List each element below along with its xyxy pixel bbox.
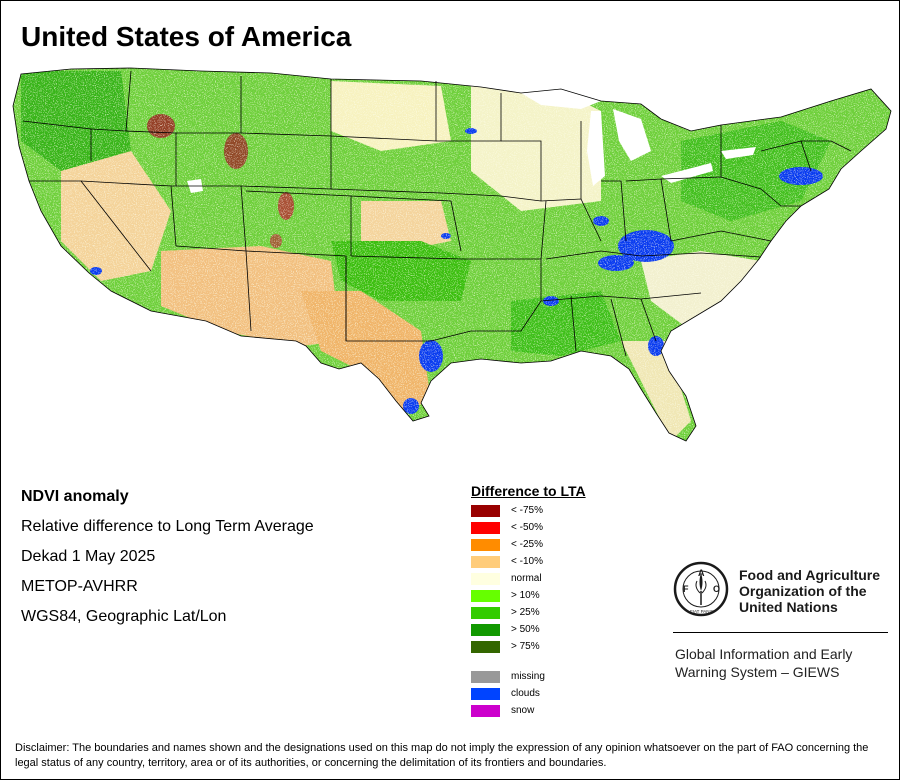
legend-swatch <box>471 522 500 534</box>
legend-title: Difference to LTA <box>471 483 586 499</box>
state-boundaries <box>12 67 892 442</box>
map-raster <box>13 68 891 441</box>
giews-line-1: Global Information and Early <box>675 646 853 662</box>
projection-label: WGS84, Geographic Lat/Lon <box>21 608 227 625</box>
fao-divider <box>673 632 888 633</box>
period-label: Dekad 1 May 2025 <box>21 548 156 565</box>
fao-logo-letter: F <box>683 584 689 594</box>
legend-swatch <box>471 505 500 517</box>
fao-name-line-2: Organization of the <box>739 583 867 599</box>
giews-system-name: Global Information and Early Warning Sys… <box>675 645 890 681</box>
fao-logo-letter: O <box>713 584 720 594</box>
map-legend: Difference to LTA < -75% < -50% < -25% < -1… <box>471 483 586 717</box>
product-description: Relative difference to Long Term Average <box>21 518 314 535</box>
product-name: NDVI anomaly <box>21 488 129 505</box>
legend-swatch <box>471 624 500 636</box>
legend-label: normal <box>511 573 542 584</box>
legend-label: snow <box>511 705 535 716</box>
fao-logo-letter: A <box>698 568 705 578</box>
legend-swatch <box>471 688 500 700</box>
sensor-label: METOP-AVHRR <box>21 578 138 595</box>
map-title: United States of America <box>21 21 352 52</box>
legend-label: < -50% <box>511 522 543 533</box>
fao-name-line-3: United Nations <box>739 599 838 615</box>
legend-label: < -75% <box>511 505 543 516</box>
legend-swatch <box>471 556 500 568</box>
disclaimer-text: Disclaimer: The boundaries and names sho… <box>15 742 869 769</box>
legend-label: > 75% <box>511 641 540 652</box>
legend-swatch <box>471 573 500 585</box>
legend-label: clouds <box>511 688 540 699</box>
fao-logo-motto: FIAT PANIS <box>690 609 714 614</box>
legend-label: > 25% <box>511 607 540 618</box>
legend-swatch <box>471 641 500 653</box>
legend-label: < -25% <box>511 539 543 550</box>
great-lakes <box>187 89 756 193</box>
legend-label: > 50% <box>511 624 540 635</box>
fao-organization-name: Food and Agriculture Organization of the… <box>739 567 899 615</box>
ndvi-anomaly-map <box>12 67 892 442</box>
legend-label: missing <box>511 671 545 682</box>
giews-line-2: Warning System – GIEWS <box>675 664 840 680</box>
fao-logo: F A O FIAT PANIS <box>673 561 729 617</box>
legend-label: < -10% <box>511 556 543 567</box>
legend-swatch <box>471 607 500 619</box>
legend-swatch <box>471 705 500 717</box>
legend-swatch <box>471 671 500 683</box>
map-info-block: NDVI anomaly Relative difference to Long… <box>21 487 314 637</box>
legend-swatch <box>471 539 500 551</box>
fao-name-line-1: Food and Agriculture <box>739 567 881 583</box>
legend-swatch <box>471 590 500 602</box>
legend-label: > 10% <box>511 590 540 601</box>
